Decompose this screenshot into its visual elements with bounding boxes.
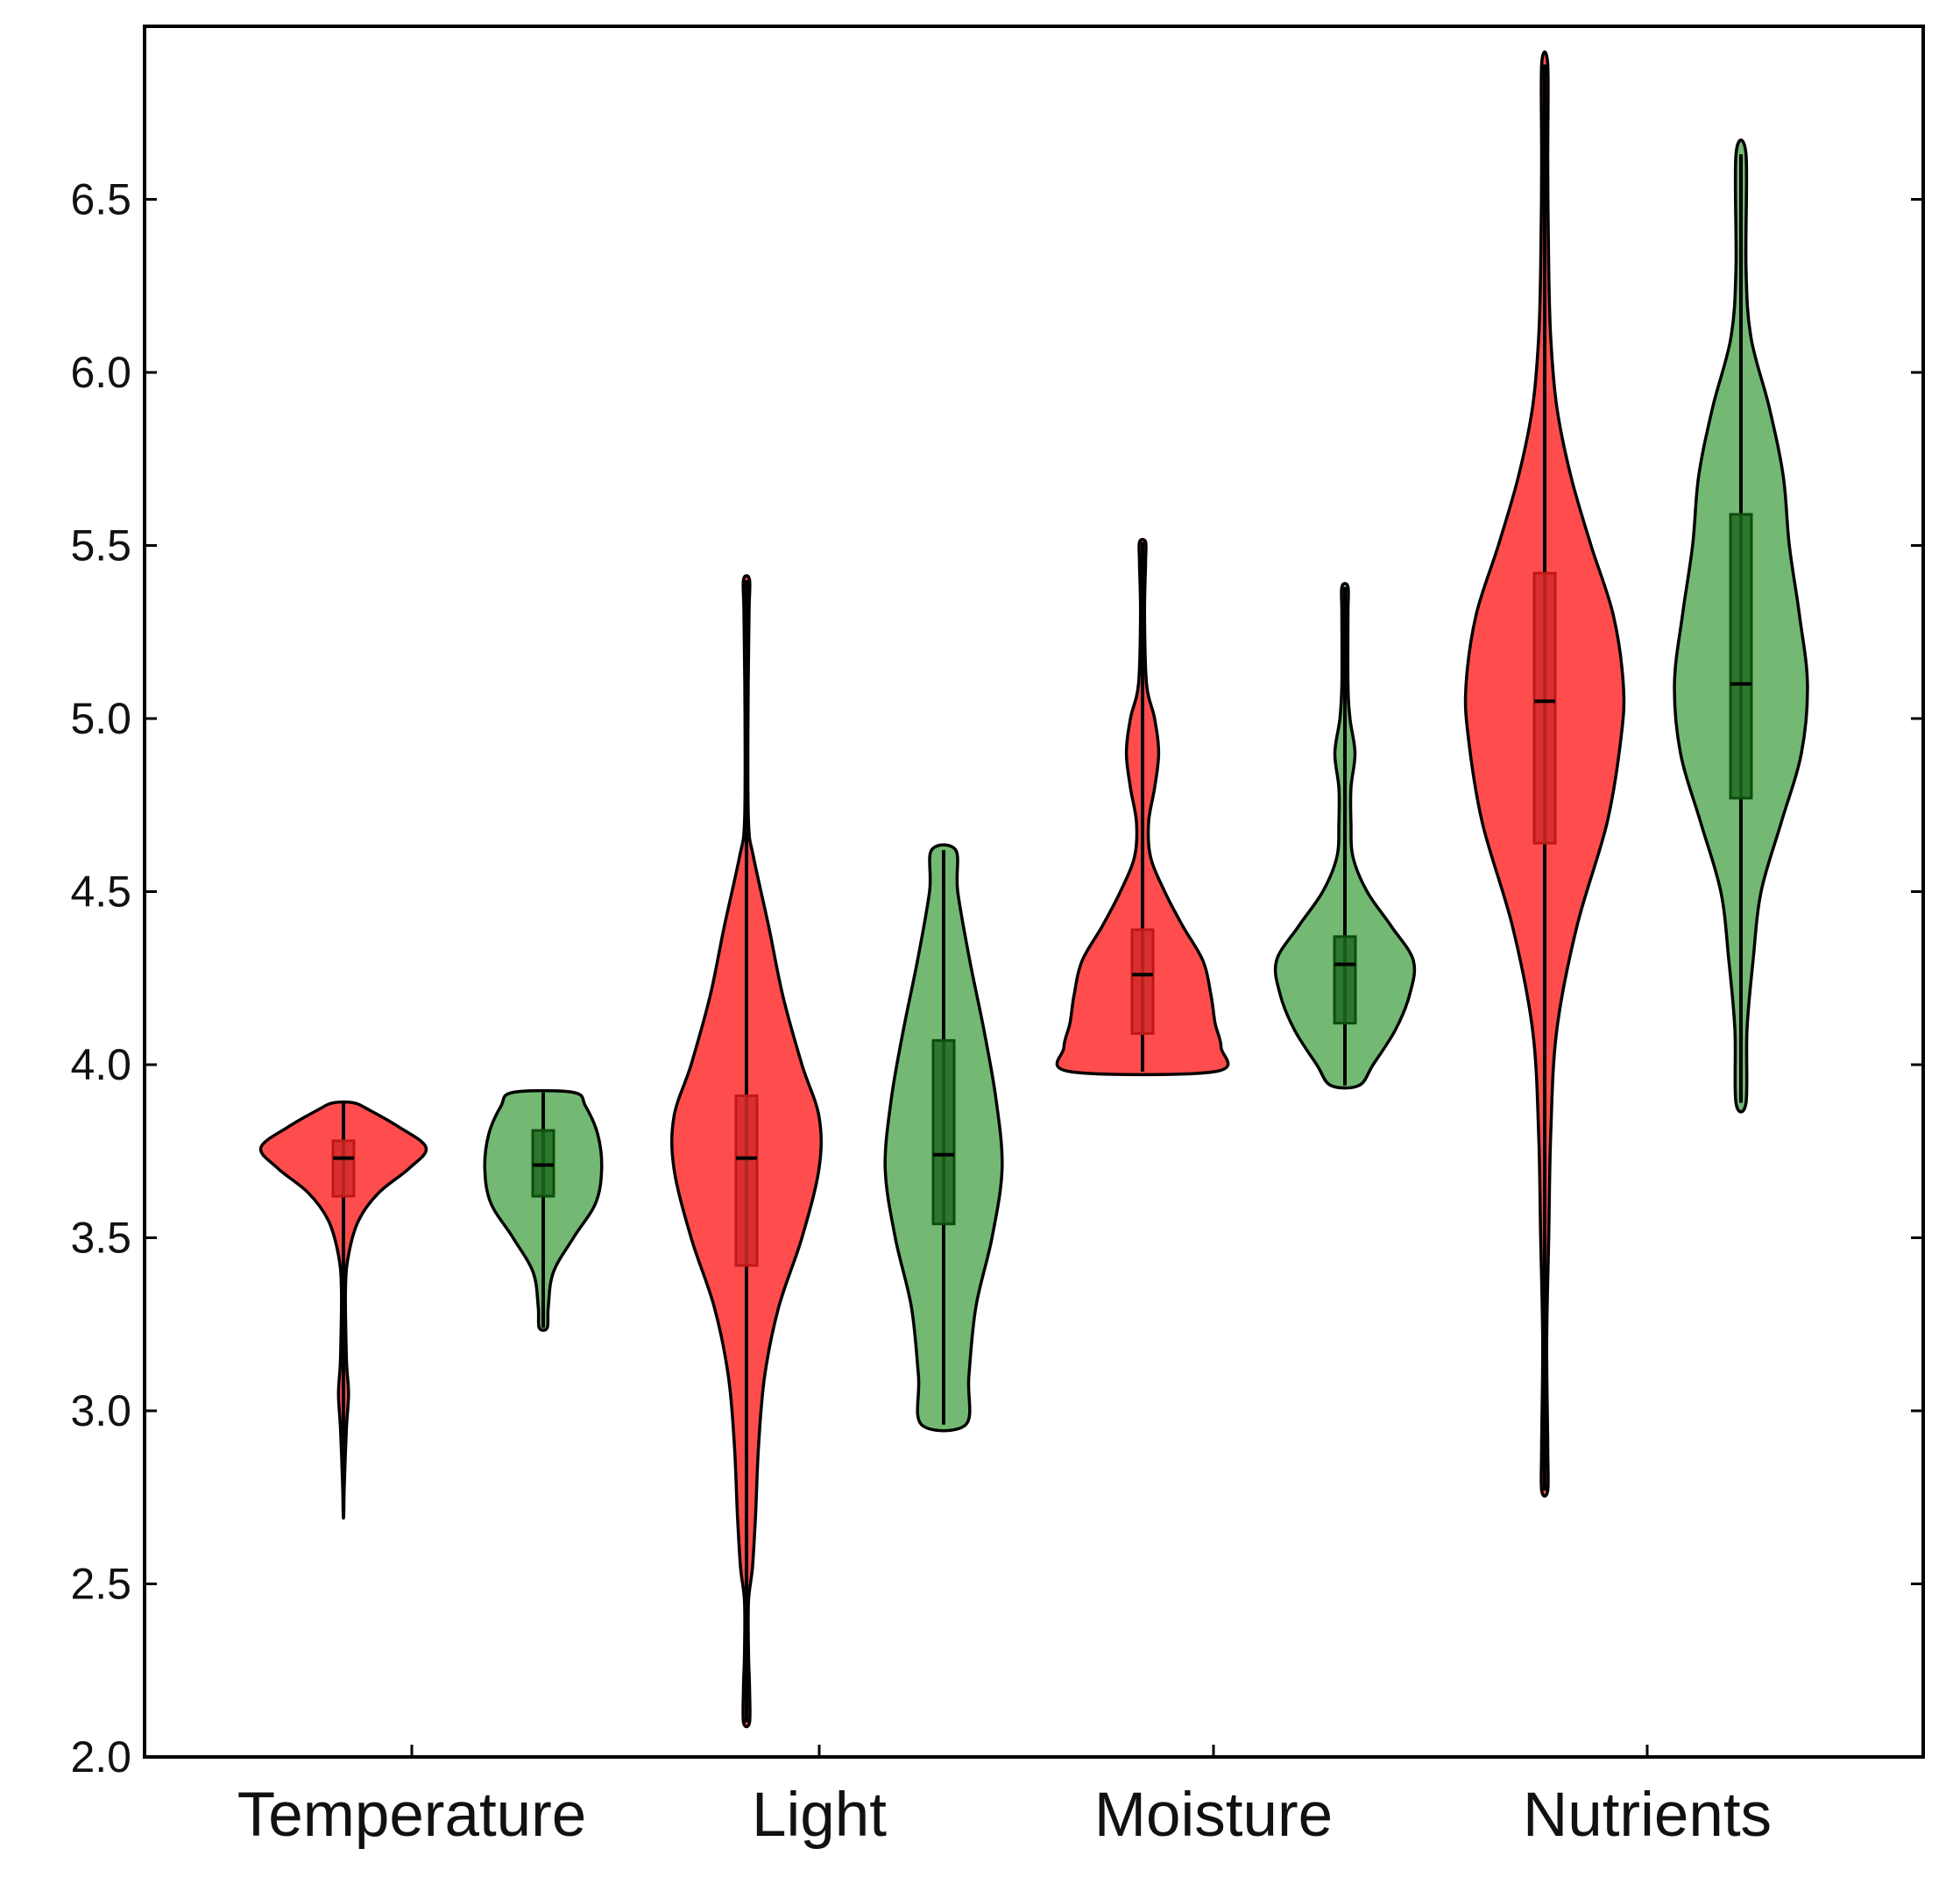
iqr-box-green-light: [931, 1038, 956, 1226]
y-tick-label: 2.0: [70, 1732, 131, 1781]
y-tick-label: 4.0: [70, 1040, 131, 1089]
y-tick-label: 4.5: [70, 868, 131, 917]
y-tick-label: 2.5: [70, 1560, 131, 1609]
x-tick-label-temperature: Temperature: [237, 1781, 587, 1850]
y-tick-label: 6.5: [70, 175, 131, 224]
y-axis: 2.0 2.5 3.0 3.5 4.0 4.5 5.0 5.5 6.0 6.5: [70, 175, 1923, 1781]
iqr-box-red-temperature: [331, 1139, 356, 1198]
x-axis: Temperature Light Moisture Nutrients: [237, 1745, 1772, 1850]
iqr-box-green-nutrients: [1729, 513, 1753, 800]
x-tick-label-nutrients: Nutrients: [1523, 1781, 1772, 1850]
plot-frame: [143, 25, 1925, 1759]
violins-layer: [258, 50, 1809, 1729]
y-tick-label: 5.5: [70, 521, 131, 570]
y-tick-label: 6.0: [70, 348, 131, 397]
x-tick-label-moisture: Moisture: [1094, 1781, 1333, 1850]
y-tick-label: 5.0: [70, 694, 131, 743]
y-tick-label: 3.5: [70, 1214, 131, 1263]
iqr-box-red-light: [734, 1094, 759, 1267]
iqr-box-red-nutrients: [1532, 571, 1557, 845]
x-tick-label-light: Light: [752, 1781, 887, 1850]
y-tick-label: 3.0: [70, 1386, 131, 1435]
iqr-box-green-moisture: [1333, 935, 1357, 1025]
iqr-box-red-moisture: [1130, 928, 1155, 1035]
